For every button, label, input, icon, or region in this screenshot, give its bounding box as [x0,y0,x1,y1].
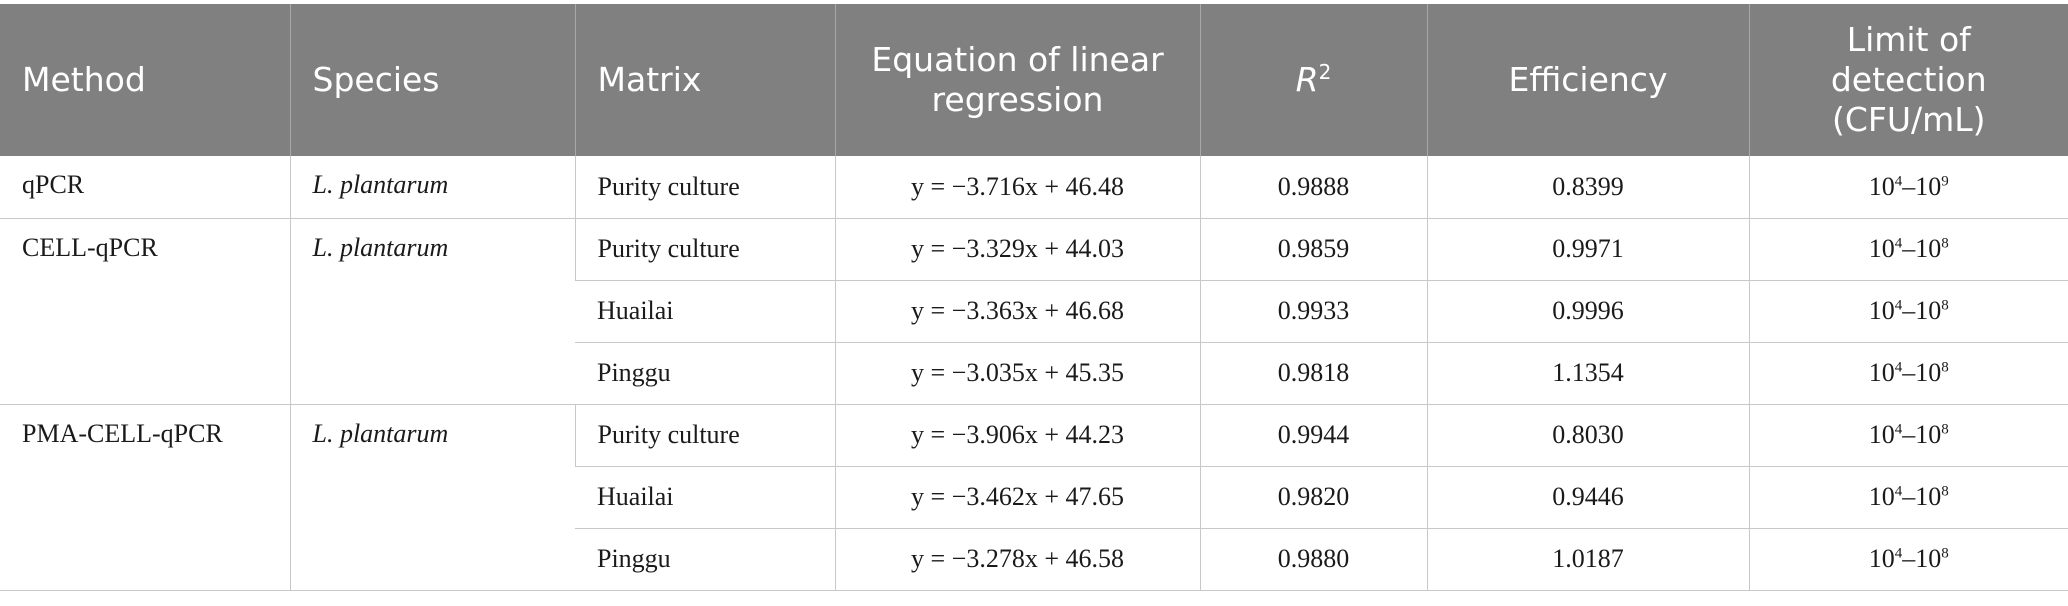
header-r2: R2 [1199,4,1427,156]
lod-dash: – [1902,171,1916,201]
r2-cell: 0.9820 [1199,466,1427,529]
lod-low-exponent: 4 [1894,235,1903,252]
lod-cell: 104–108 [1748,280,2068,343]
lod-low-base: 10 [1868,234,1895,263]
matrix-cell: Pinggu [575,342,835,405]
lod-high-base: 10 [1915,171,1942,201]
header-lod: Limit of detection (CFU/mL) [1748,4,2068,156]
efficiency-cell: 0.9446 [1426,466,1749,529]
equation-cell: y = −3.035x + 45.35 [834,342,1200,405]
lod-low-base: 10 [1868,358,1895,387]
lod-high-exponent: 8 [1941,421,1949,438]
header-efficiency: Efficiency [1426,4,1749,156]
table-row: Pinggu y = −3.278x + 46.58 0.9880 1.0187 104… [0,528,2068,591]
lod-dash: – [1902,296,1916,325]
matrix-cell: Huailai [575,280,835,343]
table-row: CELL-qPCR L. plantarum Purity culture y = −… [0,218,2068,405]
method-cell: PMA-CELL-qPCR [0,404,290,591]
equation-cell: y = −3.716x + 46.48 [834,156,1200,219]
table-body: qPCR L. plantarum Purity culture y = −3.716… [0,156,2068,591]
equation-cell: y = −3.278x + 46.58 [834,528,1200,591]
header-r2-base: R [1295,60,1319,99]
lod-high-exponent: 9 [1941,173,1949,190]
lod-low-exponent: 4 [1894,297,1903,314]
lod-low-exponent: 4 [1894,173,1903,190]
lod-high-exponent: 8 [1941,359,1949,376]
lod-high-base: 10 [1915,358,1942,387]
matrix-cell: Purity culture [574,404,835,467]
header-species: Species [289,4,575,156]
header-row: Method Species Matrix Equation of linear… [0,4,2068,156]
lod-low-exponent: 4 [1894,359,1903,376]
lod-high-exponent: 8 [1941,297,1949,314]
lod-cell: 104–109 [1748,156,2068,219]
lod-low-base: 10 [1868,420,1895,449]
lod-cell: 104–108 [1748,528,2068,591]
lod-cell: 104–108 [1748,404,2068,467]
table-row: PMA-CELL-qPCR L. plantarum Purity culture y… [0,404,2068,591]
r2-cell: 0.9859 [1199,218,1427,281]
lod-dash: – [1902,420,1916,449]
r2-cell: 0.9818 [1199,342,1427,405]
method-cell: qPCR [0,156,290,219]
matrix-cell: Purity culture [574,218,835,281]
efficiency-cell: 0.9971 [1426,218,1749,281]
matrix-cell: Huailai [575,466,835,529]
matrix-cell: Pinggu [575,528,835,591]
lod-cell: 104–108 [1748,342,2068,405]
header-method: Method [0,4,290,156]
matrix-cell: Purity culture [574,156,835,219]
lod-dash: – [1902,358,1916,387]
method-cell: CELL-qPCR [0,218,290,405]
lod-high-base: 10 [1915,482,1942,511]
efficiency-cell: 0.8399 [1426,156,1749,219]
lod-high-exponent: 8 [1941,235,1949,252]
table-row: Huailai y = −3.363x + 46.68 0.9933 0.9996 10… [0,280,2068,343]
efficiency-cell: 0.9996 [1426,280,1749,343]
lod-cell: 104–108 [1748,218,2068,281]
r2-cell: 0.9880 [1199,528,1427,591]
lod-high-exponent: 8 [1941,545,1949,562]
r2-cell: 0.9944 [1199,404,1427,467]
regression-table: Method Species Matrix Equation of linear… [0,4,2068,591]
lod-high-base: 10 [1915,296,1942,325]
species-cell: L. plantarum [289,156,575,219]
lod-low-base: 10 [1868,171,1895,201]
table-row: Huailai y = −3.462x + 47.65 0.9820 0.9446 10… [0,466,2068,529]
table-row: qPCR L. plantarum Purity culture y = −3.716… [0,156,2068,219]
efficiency-cell: 0.8030 [1426,404,1749,467]
equation-cell: y = −3.329x + 44.03 [834,218,1200,281]
lod-high-base: 10 [1915,420,1942,449]
equation-cell: y = −3.363x + 46.68 [834,280,1200,343]
lod-dash: – [1902,482,1916,511]
species-cell: L. plantarum [289,404,575,591]
lod-low-base: 10 [1868,482,1895,511]
lod-dash: – [1902,544,1916,573]
lod-dash: – [1902,234,1916,263]
lod-low-exponent: 4 [1894,483,1903,500]
lod-high-exponent: 8 [1941,483,1949,500]
header-equation: Equation of linear regression [834,4,1200,156]
lod-high-base: 10 [1915,544,1942,573]
lod-low-exponent: 4 [1894,421,1903,438]
efficiency-cell: 1.0187 [1426,528,1749,591]
species-cell: L. plantarum [289,218,575,405]
lod-low-base: 10 [1868,296,1895,325]
lod-low-base: 10 [1868,544,1895,573]
lod-cell: 104–108 [1748,466,2068,529]
efficiency-cell: 1.1354 [1426,342,1749,405]
r2-cell: 0.9888 [1199,156,1427,219]
r2-cell: 0.9933 [1199,280,1427,343]
lod-low-exponent: 4 [1894,545,1903,562]
equation-cell: y = −3.906x + 44.23 [834,404,1200,467]
table-row: Pinggu y = −3.035x + 45.35 0.9818 1.1354 104… [0,342,2068,405]
equation-cell: y = −3.462x + 47.65 [834,466,1200,529]
header-matrix: Matrix [574,4,835,156]
header-r2-sup: 2 [1318,60,1332,84]
lod-high-base: 10 [1915,234,1942,263]
